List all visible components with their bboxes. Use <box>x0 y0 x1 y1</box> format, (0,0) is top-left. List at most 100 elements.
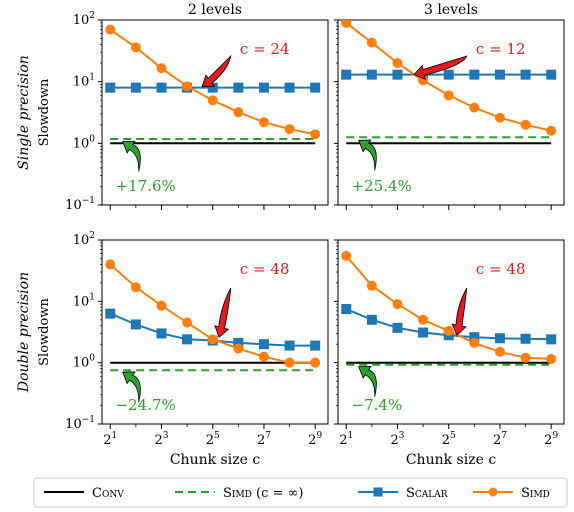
point-simd <box>520 119 531 130</box>
panel-1: 10−1 100 101 102 c = 24 +17.6% 2 levels Single … <box>16 2 329 213</box>
legend-item-simd: Simd <box>473 486 550 501</box>
point-simd <box>310 357 321 368</box>
legend-item-scalar: Scalar <box>358 486 448 501</box>
x-tick-label: 23 <box>154 431 168 448</box>
point-scalar <box>310 340 321 351</box>
axes-frame <box>337 239 565 425</box>
point-scalar <box>341 303 352 314</box>
point-scalar <box>520 69 531 80</box>
panel-2: c = 12 +25.4% 3 levels <box>334 2 565 210</box>
point-simd <box>341 20 352 28</box>
point-scalar <box>366 314 377 325</box>
legend-item-simd_inf: Simd (c = ∞) <box>175 486 303 501</box>
point-simd <box>207 95 218 106</box>
point-simd <box>105 259 116 270</box>
point-simd <box>494 346 505 357</box>
point-simd <box>182 317 193 328</box>
annotation-c-value: c = 12 <box>476 40 526 58</box>
point-scalar <box>105 308 116 319</box>
point-scalar <box>182 334 193 345</box>
point-scalar <box>392 322 403 333</box>
legend-item-conv: Conv <box>44 486 124 501</box>
point-simd <box>233 107 244 118</box>
point-scalar <box>443 69 454 80</box>
annotation-percent: +25.4% <box>352 177 412 195</box>
point-simd <box>341 250 352 261</box>
row-label: Single precision <box>16 55 32 170</box>
x-axis-label: Chunk size c <box>170 452 260 468</box>
green-arrow-icon <box>358 139 377 171</box>
red-arrow-icon <box>413 55 468 80</box>
annotation-percent: −7.4% <box>352 396 403 414</box>
legend: Conv Simd (c = ∞) Scalar Simd <box>33 477 568 508</box>
y-tick-label: 10−1 <box>65 196 95 213</box>
annotation-c-value: c = 48 <box>240 260 290 278</box>
series-group <box>105 259 321 372</box>
x-tick-label: 23 <box>390 431 404 448</box>
annotation-c-value: c = 48 <box>476 260 526 278</box>
point-simd <box>443 90 454 101</box>
point-scalar <box>392 69 403 80</box>
series-group <box>105 24 321 145</box>
point-scalar <box>366 69 377 80</box>
point-simd <box>130 42 141 53</box>
axes-frame <box>101 239 329 425</box>
point-scalar <box>258 82 269 93</box>
green-arrow-icon <box>358 365 377 397</box>
point-simd <box>366 280 377 291</box>
green-arrow-icon <box>122 371 141 403</box>
x-tick-label: 25 <box>206 431 220 448</box>
y-tick-label: 101 <box>73 292 95 309</box>
point-simd <box>546 353 557 364</box>
point-simd <box>546 125 557 136</box>
point-scalar <box>546 69 557 80</box>
red-arrow-icon <box>451 287 468 336</box>
column-title: 2 levels <box>188 2 242 18</box>
y-tick-label: 10−1 <box>65 415 95 432</box>
point-simd <box>418 314 429 325</box>
point-simd <box>310 129 321 140</box>
point-simd <box>469 102 480 113</box>
point-simd <box>233 343 244 354</box>
series-group <box>341 250 557 366</box>
point-scalar <box>469 69 480 80</box>
legend-box <box>33 477 568 508</box>
point-scalar <box>105 82 116 93</box>
axes-frame <box>337 19 565 206</box>
point-simd <box>494 112 505 123</box>
point-simd <box>258 351 269 362</box>
point-simd <box>156 300 167 311</box>
green-arrow-icon <box>122 140 141 172</box>
point-scalar <box>418 327 429 338</box>
point-simd <box>392 299 403 310</box>
point-simd <box>366 37 377 48</box>
x-tick-label: 27 <box>493 431 507 448</box>
point-simd <box>469 337 480 348</box>
y-tick-label: 100 <box>73 354 96 371</box>
y-tick-label: 100 <box>73 134 96 151</box>
x-tick-label: 29 <box>544 431 558 448</box>
legend-label: Simd <box>521 486 550 501</box>
point-scalar <box>546 334 557 345</box>
legend-marker <box>488 487 498 497</box>
point-simd <box>182 81 193 92</box>
series-group <box>341 20 557 145</box>
point-scalar <box>156 328 167 339</box>
point-scalar <box>156 82 167 93</box>
point-simd <box>130 282 141 293</box>
point-simd <box>284 357 295 368</box>
legend-label: Conv <box>92 486 124 501</box>
point-simd <box>258 117 269 128</box>
legend-label: Scalar <box>406 486 448 501</box>
point-scalar <box>520 333 531 344</box>
point-simd <box>105 24 116 35</box>
panel-3: 10−1 100 101 102 21 23 25 27 29 c = 48 −24.7% Doubl… <box>16 231 329 468</box>
y-axis-label: Slowdown <box>37 78 52 146</box>
annotation-percent: +17.6% <box>116 177 176 195</box>
point-simd <box>443 325 454 336</box>
series-line-simd <box>109 263 316 364</box>
x-tick-label: 25 <box>442 431 456 448</box>
y-tick-label: 101 <box>73 73 95 90</box>
point-scalar <box>341 69 352 80</box>
